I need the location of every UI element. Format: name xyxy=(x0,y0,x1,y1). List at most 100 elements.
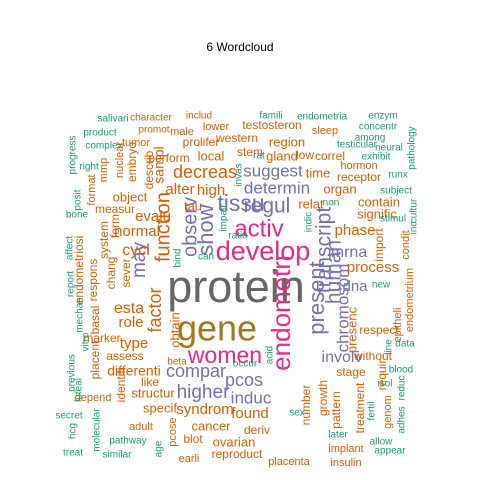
word-similar: similar xyxy=(103,450,133,461)
word-bind: bind xyxy=(173,249,184,268)
word-gland: gland xyxy=(266,148,298,163)
word-process: process xyxy=(347,259,400,276)
word-isol: isol xyxy=(377,379,392,390)
word-depend: depend xyxy=(75,392,112,404)
word-role: role xyxy=(118,314,143,331)
word-induc: induc xyxy=(231,388,272,407)
word-develop: develop xyxy=(216,236,311,266)
word-differenti: differenti xyxy=(107,363,160,379)
word-high: high xyxy=(197,182,225,199)
word-can: can xyxy=(198,252,214,263)
word-treat: treat xyxy=(63,448,83,459)
word-relat: relat xyxy=(298,196,324,211)
word-sleep: sleep xyxy=(312,125,338,137)
word-requir: requir xyxy=(375,360,389,391)
word-progress: progress xyxy=(68,136,79,175)
word-runx: runx xyxy=(388,170,407,181)
word-alter: alter xyxy=(165,181,194,198)
word-among: among xyxy=(355,133,386,144)
word-character: character xyxy=(130,113,172,124)
word-affect: affect xyxy=(65,236,76,260)
word-without: without xyxy=(353,349,393,363)
word-organ: organ xyxy=(323,181,356,196)
word-phase: phase xyxy=(335,222,376,239)
word-pathway: pathway xyxy=(109,436,146,447)
word-condit: condit xyxy=(400,230,412,259)
word-pattern: pattern xyxy=(329,391,343,428)
word-stimul: stimul xyxy=(380,214,406,225)
word-specif: specif xyxy=(143,400,177,415)
word-blood: blood xyxy=(389,365,413,376)
word-placent: placent xyxy=(88,340,102,379)
word-endometri: endometri xyxy=(266,255,296,371)
word-appear: appear xyxy=(374,446,406,457)
word-insulin: insulin xyxy=(330,457,361,469)
word-basal: basal xyxy=(88,306,102,335)
word-time: time xyxy=(306,165,331,180)
word-concentr: concentr xyxy=(359,122,398,133)
word-line: line xyxy=(384,339,395,355)
word-low: low xyxy=(296,148,314,162)
word-molecular: molecular xyxy=(92,408,103,452)
word-adhes: adhes xyxy=(397,406,408,433)
word-endometria: endometria xyxy=(297,112,347,123)
word-esta: esta xyxy=(114,300,144,317)
word-contain: contain xyxy=(358,194,400,209)
word-promot: promot xyxy=(138,125,169,136)
word-vitro: vitro xyxy=(81,332,92,351)
word-pcos: pcos xyxy=(225,370,263,390)
word-transcript: transcript xyxy=(313,207,336,294)
word-present: present xyxy=(304,261,329,334)
word-indic: indic xyxy=(304,212,315,233)
word-adult: adult xyxy=(129,421,153,433)
word-format: format xyxy=(86,174,98,205)
word-endometriosi: endometriosi xyxy=(72,236,86,305)
word-identifi: identifi xyxy=(114,368,128,403)
word-growth: growth xyxy=(316,380,330,416)
word-posit: posit xyxy=(73,189,84,210)
word-later: later xyxy=(328,430,348,441)
word-right: right xyxy=(79,162,99,173)
word-region: region xyxy=(269,134,305,149)
word-normal: normal xyxy=(114,223,160,240)
word-mechan: mechan xyxy=(75,297,86,333)
word-ratio: ratio xyxy=(228,231,248,242)
word-age: age xyxy=(154,440,165,457)
word-like: like xyxy=(141,375,159,389)
word-may: may xyxy=(129,242,150,278)
word-inc: inc xyxy=(409,222,420,235)
word-sex: sex xyxy=(289,408,305,419)
word-cancer: cancer xyxy=(191,418,231,433)
word-enzym: enzym xyxy=(368,111,397,122)
word-placenta: placenta xyxy=(268,456,310,468)
word-chromosom: chromosom xyxy=(333,264,352,353)
word-respons: respons xyxy=(86,259,100,302)
word-determin: determin xyxy=(244,178,310,197)
word-nuclear: nuclear xyxy=(114,142,126,178)
word-subject: subject xyxy=(380,186,412,197)
word-activ: activ xyxy=(234,215,283,242)
word-bone: bone xyxy=(66,210,89,221)
word-observ: observ xyxy=(179,197,201,257)
word-syndrom: syndrom xyxy=(176,401,234,418)
word-impair: impair xyxy=(219,204,230,232)
word-found: found xyxy=(231,405,269,422)
word-receptor: receptor xyxy=(337,170,381,184)
word-rat: rat xyxy=(253,151,265,162)
word-neural: neural xyxy=(375,143,403,154)
word-data: data xyxy=(395,339,415,350)
word-secret: secret xyxy=(55,411,82,422)
word-famili: famili xyxy=(259,111,282,122)
word-tumor: tumor xyxy=(122,137,150,149)
chart-title: 6 Wordcloud xyxy=(206,40,274,54)
word-luteal: luteal xyxy=(74,378,85,402)
word-local: local xyxy=(198,148,225,163)
word-new: new xyxy=(372,280,391,291)
word-ovarian: ovarian xyxy=(213,434,256,449)
word-mrna: mrna xyxy=(331,244,368,261)
word-beta: beta xyxy=(167,357,187,368)
word-prolifer: prolifer xyxy=(183,135,220,149)
word-reproduct: reproduct xyxy=(212,447,263,461)
word-embryo: embryo xyxy=(125,142,139,182)
word-pcose: pcose xyxy=(167,417,179,446)
